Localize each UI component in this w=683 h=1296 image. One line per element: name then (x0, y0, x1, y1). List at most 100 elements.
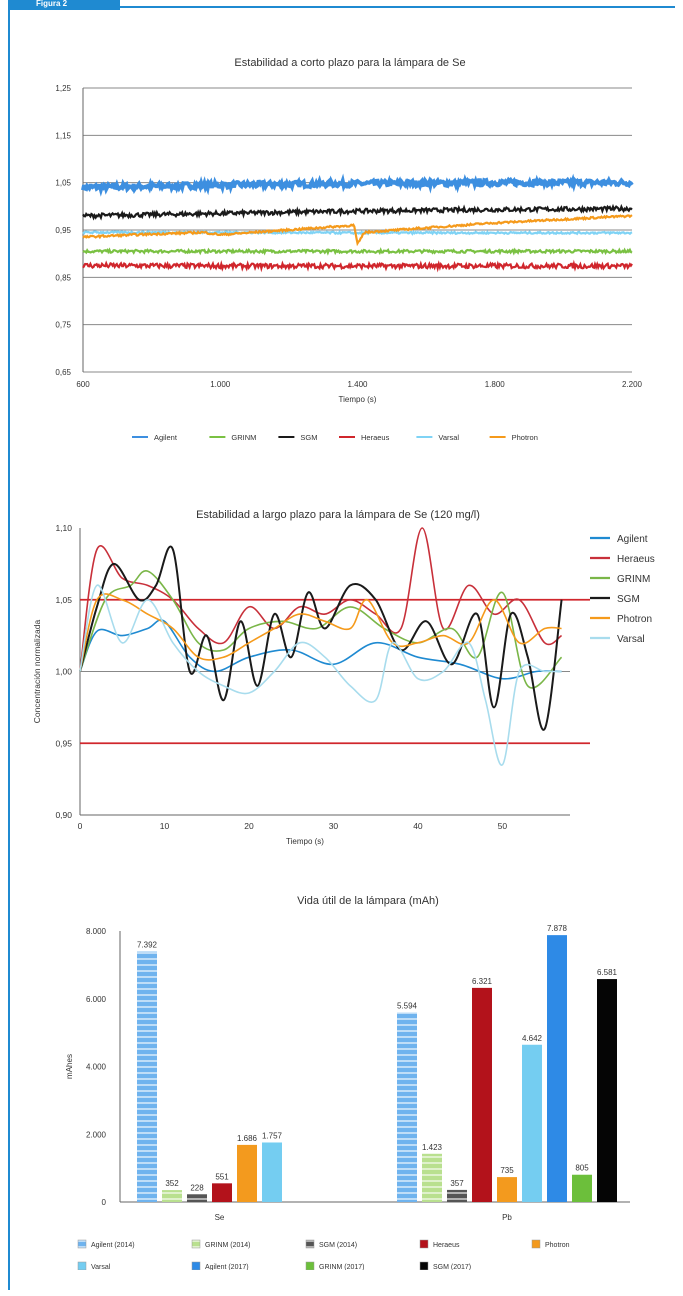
data-label: 228 (190, 1183, 204, 1192)
legend-label-grinm-2014: GRINM (2014) (205, 1242, 251, 1249)
series-line-sgm (82, 203, 633, 221)
legend-label-varsal: Varsal (438, 433, 459, 442)
data-label: 735 (500, 1166, 514, 1175)
legend-label-sgm-2014: SGM (2014) (319, 1242, 357, 1249)
data-label: 6.581 (597, 968, 618, 977)
x-axis-label: Tiempo (s) (339, 395, 377, 404)
series-line-agilent (81, 173, 634, 197)
x-tick-label: 0 (78, 821, 83, 831)
legend-swatch-varsal (77, 1261, 87, 1270)
chart-title: Estabilidad a corto plazo para la lámpar… (234, 57, 465, 69)
y-tick-label: 2.000 (86, 1130, 107, 1139)
y-tick-label: 0,95 (55, 738, 72, 748)
data-label: 352 (165, 1179, 179, 1188)
y-tick-label: 0,90 (55, 810, 72, 820)
x-tick-label: 10 (160, 821, 170, 831)
x-tick-label: 1.400 (347, 380, 368, 389)
series-line-photron (82, 214, 633, 247)
y-tick-label: 1,25 (55, 84, 71, 93)
chart-long-term-stability: Estabilidad a largo plazo para la lámpar… (32, 509, 655, 846)
bar-grinm-2014-se (162, 1190, 182, 1202)
data-label: 7.392 (137, 941, 158, 950)
bar-sgm-2017-pb (597, 979, 617, 1202)
chart-lamp-lifetime: Vida útil de la lámpara (mAh) 8.000 6.000 4… (65, 895, 630, 1270)
data-label: 1.423 (422, 1143, 443, 1152)
legend-label-sgm: SGM (300, 433, 317, 442)
series-line-grinm (79, 570, 563, 689)
bar-heraeus-pb (472, 987, 492, 1202)
series-line-photron (79, 593, 562, 672)
y-tick-label: 1,05 (55, 595, 72, 605)
bar-photron-se (237, 1144, 257, 1202)
x-tick-label: 600 (76, 380, 90, 389)
legend-label-photron: Photron (512, 433, 538, 442)
y-tick-label: 1,10 (55, 523, 72, 533)
legend-label-heraeus: Heraeus (433, 1242, 460, 1249)
bar-varsal-pb (522, 1044, 542, 1202)
legend-label-agilent-2014: Agilent (2014) (91, 1242, 135, 1249)
category-label: Se (215, 1213, 225, 1222)
bar-agilent-2017-pb (547, 935, 567, 1202)
x-tick-label: 40 (413, 821, 423, 831)
chart-short-term-stability: Estabilidad a corto plazo para la lámpar… (55, 57, 643, 442)
series-line-grinm (82, 247, 633, 256)
chart-title: Estabilidad a largo plazo para la lámpar… (196, 509, 480, 521)
legend-label-sgm-2017: SGM (2017) (433, 1264, 471, 1270)
bar-photron-pb (497, 1177, 517, 1202)
legend-swatch-sgm-2017 (419, 1261, 429, 1270)
bar-grinm-2017-pb (572, 1174, 592, 1202)
category-label: Pb (502, 1213, 512, 1222)
x-tick-label: 1.000 (210, 380, 231, 389)
y-tick-label: 4.000 (86, 1063, 107, 1072)
legend-label-heraeus: Heraeus (361, 433, 390, 442)
legend-label-grinm: GRINM (231, 433, 256, 442)
series-line-sgm (79, 545, 563, 731)
data-label: 1.686 (237, 1134, 258, 1143)
data-label: 5.594 (397, 1002, 418, 1011)
series-line-agilent (79, 619, 562, 680)
legend-swatch-grinm-2017 (305, 1261, 315, 1270)
x-tick-label: 1.800 (485, 380, 506, 389)
legend-label-agilent: Agilent (154, 433, 178, 442)
legend-label-photron: Photron (545, 1242, 570, 1249)
legend-label-grinm: GRINM (617, 574, 650, 585)
bar-agilent-2014-pb (397, 1012, 417, 1202)
y-tick-label: 0 (102, 1198, 107, 1207)
series-line-heraeus (82, 259, 633, 273)
data-label: 6.321 (472, 977, 493, 986)
x-tick-label: 2.200 (622, 380, 643, 389)
series-line-varsal (79, 584, 562, 766)
y-tick-label: 1,15 (55, 131, 71, 140)
data-label: 805 (575, 1164, 589, 1173)
figure-frame (8, 6, 675, 1290)
x-tick-label: 20 (244, 821, 254, 831)
bar-heraeus-se (212, 1183, 232, 1202)
legend-swatch-grinm-2014 (191, 1239, 201, 1249)
bar-sgm-2014-pb (447, 1189, 467, 1202)
bar-sgm-2014-se (187, 1194, 207, 1202)
y-axis-label: mAhes (65, 1054, 74, 1079)
bar-varsal-se (262, 1142, 282, 1202)
x-axis-label: Tiempo (s) (286, 837, 324, 846)
legend-label-agilent-2017: Agilent (2017) (205, 1264, 249, 1270)
legend-label-photron: Photron (617, 614, 652, 625)
legend-swatch-agilent-2014 (77, 1239, 87, 1249)
y-tick-label: 1,00 (55, 667, 72, 677)
x-tick-label: 30 (329, 821, 339, 831)
data-label: 4.642 (522, 1034, 543, 1043)
legend-swatch-sgm-2014 (305, 1239, 315, 1249)
y-tick-label: 8.000 (86, 927, 107, 936)
y-tick-label: 1,05 (55, 179, 71, 188)
data-label: 357 (450, 1179, 464, 1188)
data-label: 7.878 (547, 924, 568, 933)
y-tick-label: 0,65 (55, 368, 71, 377)
legend-swatch-photron (531, 1239, 541, 1249)
legend-swatch-heraeus (419, 1239, 429, 1249)
series-line-heraeus (79, 527, 563, 672)
legend-label-sgm: SGM (617, 594, 640, 605)
chart-title: Vida útil de la lámpara (mAh) (297, 895, 439, 907)
bar-agilent-2014-se (137, 951, 157, 1202)
legend-label-heraeus: Heraeus (617, 554, 655, 565)
data-label: 551 (215, 1172, 229, 1181)
data-label: 1.757 (262, 1131, 283, 1140)
